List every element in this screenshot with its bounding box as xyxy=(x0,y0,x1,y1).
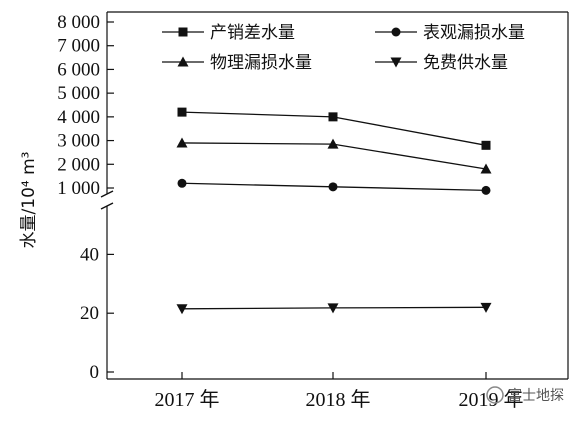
y-axis-label: 水量/10⁴ m³ xyxy=(19,152,39,249)
axes: 2017 年 2018 年 2019 年 xyxy=(100,11,569,411)
data-point xyxy=(177,178,187,188)
data-point xyxy=(328,182,338,192)
y-tick-label: 6 000 xyxy=(57,59,100,80)
data-point xyxy=(480,302,492,313)
data-point xyxy=(327,138,339,149)
y-tick-label: 0 xyxy=(90,362,100,383)
series-layer xyxy=(176,107,492,315)
legend-marker xyxy=(178,27,188,37)
data-point xyxy=(176,137,188,148)
y-tick-label: 20 xyxy=(80,303,99,324)
y-tick-label: 2 000 xyxy=(57,154,100,175)
legend-label: 表观漏损水量 xyxy=(423,23,525,43)
y-tick-label: 40 xyxy=(80,244,99,265)
x-tick-label: 2019 年 xyxy=(459,388,524,411)
watermark-icon xyxy=(486,386,504,404)
legend-label: 产销差水量 xyxy=(210,23,295,43)
watermark: 富士地探 xyxy=(486,386,564,404)
y-tick-label: 7 000 xyxy=(57,36,100,57)
axis-break-mark xyxy=(100,202,114,210)
legend-label: 物理漏损水量 xyxy=(210,53,312,73)
y-tick-label: 8 000 xyxy=(57,12,100,33)
y-tick-label: 4 000 xyxy=(57,107,100,128)
watermark-text: 富士地探 xyxy=(508,387,564,404)
y-tick-label: 5 000 xyxy=(57,83,100,104)
data-point xyxy=(481,140,491,150)
x-tick-label: 2017 年 xyxy=(155,388,220,411)
legend-marker xyxy=(391,27,401,37)
legend-marker xyxy=(177,56,189,67)
y-tick-label: 1 000 xyxy=(57,178,100,199)
axis-break-mark xyxy=(100,190,114,198)
data-point xyxy=(176,304,188,315)
legend-marker xyxy=(390,57,402,68)
data-point xyxy=(481,185,491,195)
data-point xyxy=(328,112,338,122)
x-tick-label: 2018 年 xyxy=(306,388,371,411)
data-point xyxy=(327,303,339,314)
data-point xyxy=(480,163,492,174)
y-tick-label: 3 000 xyxy=(57,131,100,152)
legend-label: 免费供水量 xyxy=(423,53,508,73)
data-point xyxy=(177,107,187,117)
